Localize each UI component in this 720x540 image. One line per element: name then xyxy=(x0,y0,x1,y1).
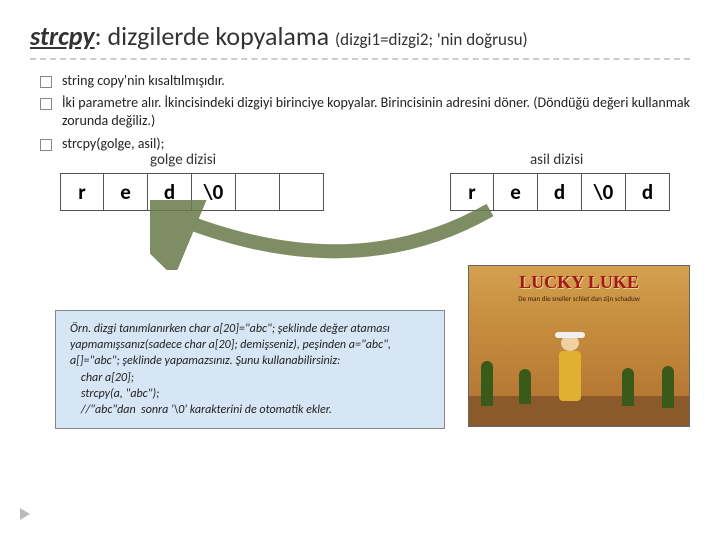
bullet-text: string copy'nin kısaltılmışıdır. xyxy=(62,72,225,90)
checkbox-icon xyxy=(40,76,52,88)
array-cell: d xyxy=(148,173,192,211)
lucky-luke-image: LUCKY LUKE De man die sneller schiet dan… xyxy=(468,265,690,427)
array-cell: \0 xyxy=(582,173,626,211)
ground-shape xyxy=(469,396,689,426)
example-callout: Örn. dizgi tanımlanırken char a[20]="abc… xyxy=(55,310,445,429)
array-cell xyxy=(236,173,280,211)
array-cell: d xyxy=(538,173,582,211)
cactus-shape xyxy=(662,366,674,408)
array-cell: r xyxy=(450,173,494,211)
asil-label: asil dizisi xyxy=(530,151,583,169)
golge-array: r e d \0 xyxy=(60,173,324,211)
bullet-item: string copy'nin kısaltılmışıdır. xyxy=(40,72,690,90)
checkbox-icon xyxy=(40,139,52,151)
title-sub: (dizgi1=dizgi2; 'nin doğrusu) xyxy=(335,29,528,50)
image-subtitle: De man die sneller schiet dan zijn schad… xyxy=(518,294,640,303)
array-cell: \0 xyxy=(192,173,236,211)
title-main: strcpy xyxy=(30,20,95,52)
array-cell: e xyxy=(494,173,538,211)
cactus-shape xyxy=(519,369,531,404)
cactus-shape xyxy=(622,368,634,406)
bullet-text: İki parametre alır. İkincisindeki dizgiy… xyxy=(62,94,690,130)
bullet-item: strcpy(golge, asil); xyxy=(40,135,690,153)
figure-body xyxy=(559,351,581,401)
cactus-shape xyxy=(481,361,493,406)
array-cell: r xyxy=(60,173,104,211)
array-cell: d xyxy=(626,173,670,211)
array-cell: e xyxy=(104,173,148,211)
bullet-item: İki parametre alır. İkincisindeki dizgiy… xyxy=(40,94,690,130)
title-rest: : dizgilerde kopyalama xyxy=(95,20,335,52)
image-title: LUCKY LUKE xyxy=(519,272,639,293)
checkbox-icon xyxy=(40,98,52,110)
figure-hat xyxy=(555,332,585,338)
slide-title: strcpy: dizgilerde kopyalama (dizgi1=diz… xyxy=(30,20,690,60)
bullet-list: string copy'nin kısaltılmışıdır. İki par… xyxy=(40,72,690,153)
asil-array: r e d \0 d xyxy=(450,173,670,211)
array-cell xyxy=(280,173,324,211)
callout-text: Örn. dizgi tanımlanırken char a[20]="abc… xyxy=(70,322,394,417)
bullet-text: strcpy(golge, asil); xyxy=(62,135,164,153)
play-icon xyxy=(20,508,30,520)
golge-label: golge dizisi xyxy=(150,151,216,169)
